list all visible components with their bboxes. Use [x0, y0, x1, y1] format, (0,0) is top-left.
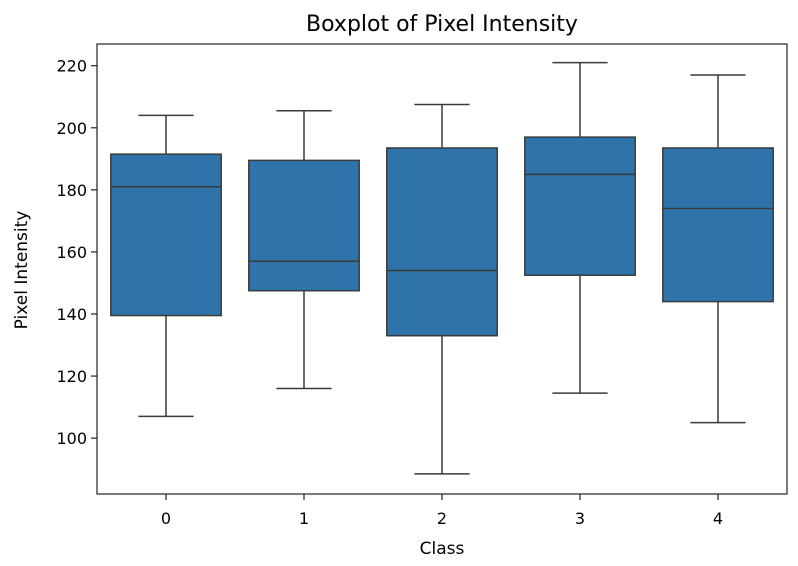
y-axis: 100 120 140 160 180 200 220 — [56, 57, 97, 448]
iqr-box — [110, 153, 222, 317]
iqr-box — [662, 147, 774, 303]
box-3 — [524, 61, 636, 394]
iqr-box — [248, 159, 360, 292]
box-4 — [662, 74, 774, 424]
boxes-group — [110, 61, 774, 475]
x-axis-label: Class — [420, 539, 465, 559]
y-axis-label: Pixel Intensity — [12, 211, 32, 330]
chart-title: Boxplot of Pixel Intensity — [306, 12, 578, 37]
box-0 — [110, 114, 222, 418]
box-2 — [386, 103, 498, 475]
iqr-box — [524, 136, 636, 276]
x-tick-label: 3 — [575, 509, 585, 528]
y-tick-label: 200 — [56, 119, 87, 138]
y-tick-label: 180 — [56, 181, 87, 200]
y-tick-label: 220 — [56, 57, 87, 76]
x-tick-label: 4 — [713, 509, 723, 528]
y-tick-label: 100 — [56, 429, 87, 448]
y-tick-label: 160 — [56, 243, 87, 262]
iqr-box — [386, 147, 498, 337]
x-tick-label: 1 — [299, 509, 309, 528]
y-tick-label: 120 — [56, 367, 87, 386]
x-tick-label: 0 — [161, 509, 171, 528]
x-tick-label: 2 — [437, 509, 447, 528]
y-tick-label: 140 — [56, 305, 87, 324]
box-1 — [248, 109, 360, 390]
x-axis: 0 1 2 3 4 — [161, 494, 723, 528]
